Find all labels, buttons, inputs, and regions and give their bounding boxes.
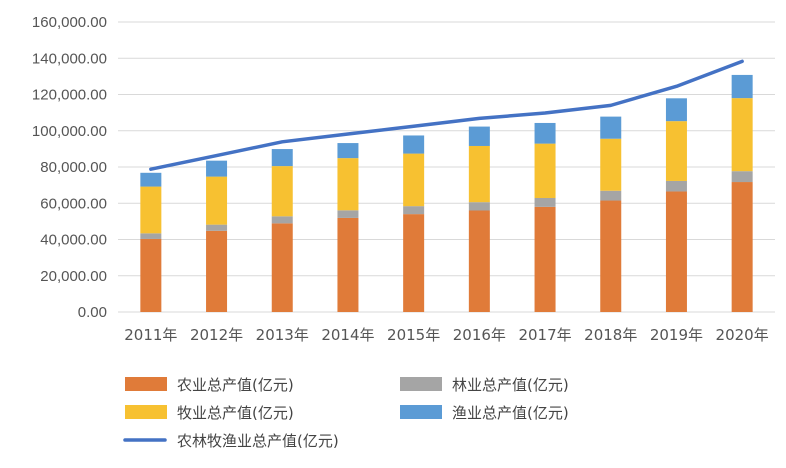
bar-segment-2 — [403, 206, 425, 215]
bar-segment-4 — [665, 98, 687, 122]
y-axis-tick-labels: 0.00 20,000.00 40,000.00 60,000.00 80,000.00… — [32, 14, 107, 321]
bar-segment-4 — [140, 172, 162, 187]
bar-segment-1 — [600, 200, 622, 312]
x-axis-tick-labels: 2011年 2012年 2013年 2014年 2015年 2016年 2017年 2018年… — [124, 326, 768, 344]
legend-swatch-1 — [125, 377, 167, 391]
bar-segment-4 — [731, 74, 753, 99]
y-tick-label: 160,000.00 — [32, 14, 107, 31]
x-tick-label: 2020年 — [716, 326, 769, 344]
x-tick-label: 2015年 — [387, 326, 440, 344]
y-tick-label: 20,000.00 — [40, 268, 107, 285]
total-line — [149, 59, 744, 171]
bar-segment-2 — [468, 202, 490, 211]
gridlines — [118, 21, 775, 313]
bar-segment-1 — [337, 217, 359, 312]
bar-segment-2 — [731, 171, 753, 183]
bar-segment-1 — [665, 191, 687, 312]
bar-segment-1 — [206, 230, 228, 312]
x-tick-label: 2019年 — [650, 326, 703, 344]
bar-segment-2 — [140, 233, 162, 239]
legend-label: 牧业总产值(亿元) — [177, 404, 294, 422]
bar-segment-2 — [206, 224, 228, 231]
x-tick-label: 2017年 — [518, 326, 571, 344]
y-tick-label: 60,000.00 — [40, 195, 107, 212]
total-output-line — [149, 59, 744, 171]
bars — [140, 74, 753, 312]
bar-segment-3 — [271, 166, 293, 217]
legend-swatch-2 — [400, 377, 442, 391]
legend-label: 林业总产值(亿元) — [452, 376, 569, 394]
bar-segment-4 — [271, 149, 293, 167]
bar-segment-2 — [534, 197, 556, 207]
bar-segment-3 — [665, 121, 687, 181]
bar-segment-3 — [534, 143, 556, 198]
legend-swatch-3 — [125, 405, 167, 419]
y-tick-label: 80,000.00 — [40, 159, 107, 176]
bar-segment-1 — [731, 182, 753, 312]
bar-segment-4 — [337, 143, 359, 159]
y-tick-label: 140,000.00 — [32, 50, 107, 67]
x-tick-label: 2013年 — [256, 326, 309, 344]
bar-segment-4 — [206, 160, 228, 177]
bar-segment-3 — [468, 145, 490, 203]
bar-segment-1 — [468, 210, 490, 312]
bar-segment-3 — [206, 176, 228, 225]
legend-swatch-4 — [400, 405, 442, 419]
legend-label: 农林牧渔业总产值(亿元) — [177, 432, 339, 450]
bar-segment-3 — [600, 138, 622, 191]
legend-label: 渔业总产值(亿元) — [452, 404, 569, 422]
y-tick-label: 120,000.00 — [32, 87, 107, 104]
bar-segment-4 — [534, 122, 556, 144]
legend-label: 农业总产值(亿元) — [177, 376, 294, 394]
bar-segment-1 — [140, 238, 162, 312]
bar-segment-3 — [403, 153, 425, 207]
bar-segment-4 — [468, 126, 490, 146]
x-tick-label: 2014年 — [321, 326, 374, 344]
bar-segment-2 — [665, 180, 687, 192]
bar-segment-1 — [271, 223, 293, 312]
x-tick-label: 2011年 — [124, 326, 177, 344]
y-tick-label: 40,000.00 — [40, 232, 107, 249]
y-tick-label: 0.00 — [78, 304, 107, 321]
bar-segment-2 — [600, 190, 622, 201]
legend: 农业总产值(亿元) 林业总产值(亿元) 牧业总产值(亿元) 渔业总产值(亿元) 农林牧渔… — [123, 376, 569, 450]
x-tick-label: 2016年 — [453, 326, 506, 344]
bar-segment-1 — [403, 214, 425, 312]
bar-segment-2 — [271, 216, 293, 224]
bar-segment-3 — [337, 158, 359, 211]
bar-segment-4 — [600, 116, 622, 139]
x-tick-label: 2012年 — [190, 326, 243, 344]
bar-segment-4 — [403, 135, 425, 154]
bar-segment-3 — [731, 98, 753, 172]
y-tick-label: 100,000.00 — [32, 123, 107, 140]
bar-segment-3 — [140, 186, 162, 234]
x-tick-label: 2018年 — [584, 326, 637, 344]
bar-segment-1 — [534, 206, 556, 312]
bar-segment-2 — [337, 210, 359, 218]
